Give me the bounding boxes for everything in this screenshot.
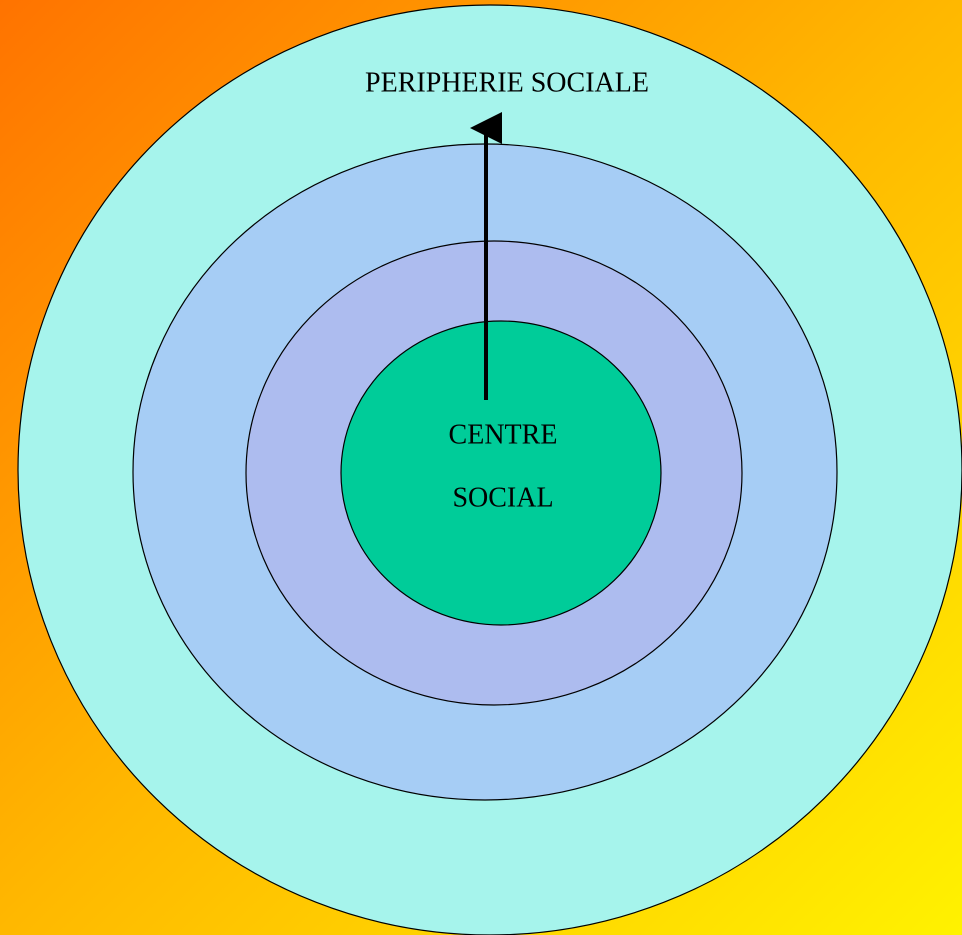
- centre-circle: [340, 320, 662, 626]
- periphery-label: PERIPHERIE SOCIALE: [365, 67, 649, 98]
- centre-label: CENTRE: [449, 419, 558, 450]
- centre-label: SOCIAL: [452, 482, 553, 513]
